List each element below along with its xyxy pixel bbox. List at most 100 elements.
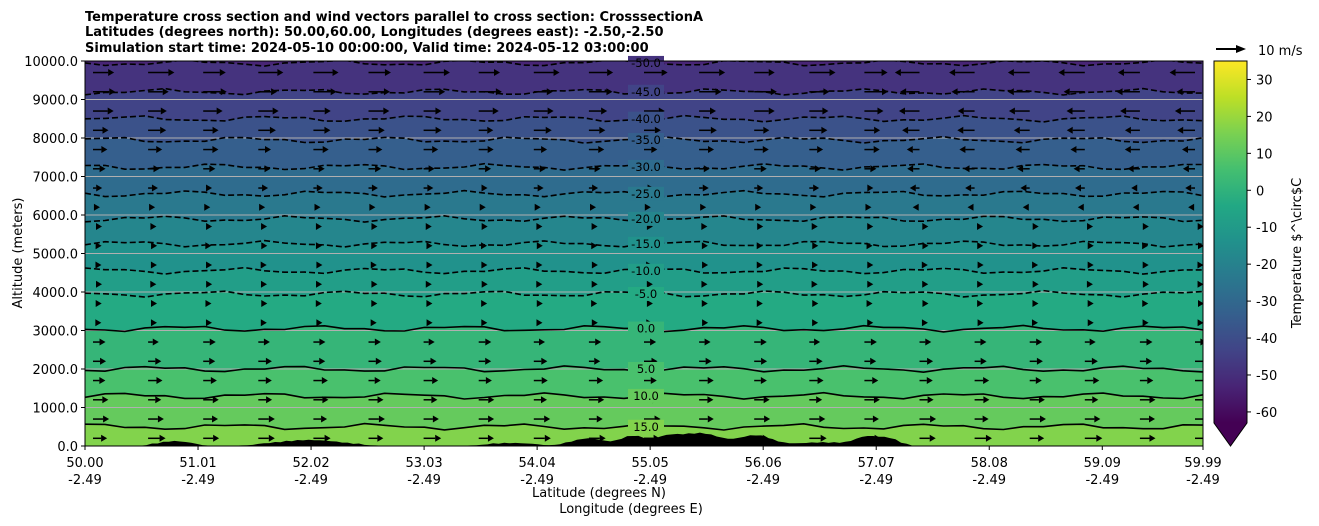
wind-arrow-head <box>384 69 391 77</box>
colorbar-tick-label: -50 <box>1256 369 1277 384</box>
wind-arrow-head <box>431 396 438 404</box>
wind-arrow-head <box>817 377 824 385</box>
wind-arrow-head <box>650 377 657 385</box>
wind-arrow-head <box>425 280 432 288</box>
wind-arrow-head <box>873 146 880 154</box>
wind-arrow-head <box>374 338 381 346</box>
wind-arrow-head <box>922 223 929 231</box>
wind-arrow-head <box>216 107 223 115</box>
wind-arrow-head <box>539 338 546 346</box>
wind-arrow-head <box>205 319 212 327</box>
wind-arrow-head <box>700 203 707 211</box>
contour-label: -35.0 <box>631 133 661 147</box>
wind-arrow-head <box>1176 88 1183 96</box>
wind-arrow-head <box>872 377 879 385</box>
contour-label: -15.0 <box>631 237 661 251</box>
wind-arrow-head <box>598 146 605 154</box>
wind-arrow-head <box>1174 107 1181 115</box>
colorbar-tick-label: 10 <box>1256 147 1273 162</box>
wind-arrow-head <box>1092 396 1099 404</box>
colorbar-ticks: -60 -50 -40 -30 -20 -10 0 10 20 30 <box>1247 73 1277 421</box>
wind-arrow-head <box>212 396 219 404</box>
wind-arrow-head <box>867 223 874 231</box>
wind-arrow-head <box>487 126 494 134</box>
wind-arrow-head <box>553 69 560 77</box>
wind-arrow-head <box>921 319 928 327</box>
colorbar-tick-label: 20 <box>1256 110 1273 125</box>
wind-arrow-head <box>650 338 657 346</box>
wind-arrow-head <box>949 69 956 77</box>
wind-arrow-head <box>870 165 877 173</box>
wind-arrow-head <box>1142 300 1149 308</box>
wind-arrow-head <box>371 223 378 231</box>
wind-arrow-head <box>481 184 488 192</box>
wind-arrow-head <box>707 377 714 385</box>
wind-arrow-head <box>435 107 442 115</box>
wind-arrow-head <box>591 223 598 231</box>
chart-title-line-2: Latitudes (degrees north): 50.00,60.00, … <box>85 25 664 40</box>
wind-arrow-head <box>210 377 217 385</box>
wind-arrow-head <box>435 434 442 442</box>
wind-arrow-head <box>324 107 331 115</box>
wind-arrow-head <box>1149 415 1156 423</box>
x-axis-label-longitude: Longitude (degrees E) <box>559 502 703 517</box>
wind-arrow-head <box>597 377 604 385</box>
wind-arrow-head <box>425 223 432 231</box>
wind-arrow-head <box>369 203 376 211</box>
wind-arrow-head <box>1124 126 1131 134</box>
wind-arrow-head <box>156 146 163 154</box>
wind-arrow-head <box>1188 203 1195 211</box>
wind-arrow-head <box>702 261 709 269</box>
terrain-shape <box>85 432 1203 446</box>
wind-arrow-head <box>322 396 329 404</box>
wind-arrow-head <box>812 242 819 250</box>
wind-arrow-head <box>1087 223 1094 231</box>
wind-arrow-head <box>271 88 278 96</box>
contour-label-bg <box>628 111 664 126</box>
wind-arrow-head <box>330 88 337 96</box>
wind-arrow-head <box>867 261 874 269</box>
wind-arrow-head <box>591 242 598 250</box>
wind-arrow-head <box>1035 377 1042 385</box>
wind-arrow-head <box>1200 338 1203 346</box>
wind-arrow-head <box>701 280 708 288</box>
contour-label-bg <box>628 263 664 278</box>
wind-arrow-head <box>865 203 872 211</box>
wind-arrow-head <box>977 223 984 231</box>
wind-arrow-head <box>277 69 284 77</box>
colorbar-tick-label: -30 <box>1256 295 1277 310</box>
wind-arrow-head <box>432 415 439 423</box>
temperature-filled-contours <box>85 61 1203 446</box>
wind-arrow-head <box>315 223 322 231</box>
wind-arrow-head <box>867 319 874 327</box>
wind-arrow-head <box>763 126 770 134</box>
wind-arrow-head <box>536 300 543 308</box>
wind-arrow-head <box>977 261 984 269</box>
wind-arrow-head <box>481 300 488 308</box>
wind-arrow-head <box>428 165 435 173</box>
wind-arrow-head <box>268 415 275 423</box>
x-tick-label-lat: 53.03 <box>405 456 442 471</box>
wind-arrow-head <box>426 319 433 327</box>
wind-arrow-head <box>909 184 916 192</box>
wind-arrow-head <box>921 261 928 269</box>
wind-arrow-head <box>1017 165 1024 173</box>
wind-arrow-head <box>1087 300 1094 308</box>
wind-arrow-head <box>159 434 166 442</box>
wind-arrow-head <box>814 338 821 346</box>
wind-arrow-head <box>319 357 326 365</box>
wind-arrow-head <box>544 434 551 442</box>
contour-label: -20.0 <box>631 212 661 226</box>
wind-arrow-head <box>376 146 383 154</box>
wind-arrow-head <box>371 280 378 288</box>
wind-arrow-head <box>95 280 102 288</box>
wind-arrow-head <box>768 107 775 115</box>
wind-arrow-head <box>1013 126 1020 134</box>
wind-arrow-head <box>912 203 919 211</box>
wind-arrow-head <box>820 434 827 442</box>
contour-label: -40.0 <box>631 112 661 126</box>
wind-arrow-head <box>1124 146 1131 154</box>
wind-arrow-head <box>1093 377 1100 385</box>
wind-arrow-head <box>100 357 107 365</box>
wind-arrow-head <box>760 377 767 385</box>
